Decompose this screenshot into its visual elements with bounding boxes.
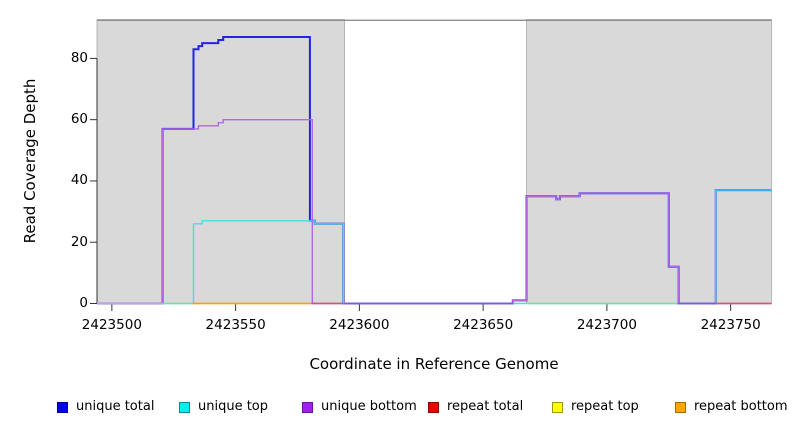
- legend-label: repeat top: [571, 399, 639, 414]
- legend-swatch-icon: [675, 402, 686, 413]
- coverage-region: [96, 19, 345, 304]
- x-axis-title: Coordinate in Reference Genome: [309, 355, 559, 373]
- legend-swatch-icon: [428, 402, 439, 413]
- legend-swatch-icon: [57, 402, 68, 413]
- legend-label: unique top: [198, 399, 269, 414]
- legend-label: repeat bottom: [694, 399, 788, 414]
- x-tick-label: 2423750: [700, 317, 761, 333]
- y-tick-label: 0: [79, 295, 88, 311]
- legend-swatch-icon: [552, 402, 563, 413]
- x-tick-label: 2423600: [329, 317, 390, 333]
- y-tick-label: 20: [70, 233, 88, 250]
- coverage-region: [526, 19, 772, 304]
- x-tick-label: 2423500: [81, 317, 142, 333]
- series-unique-bottom-line: [97, 118, 772, 305]
- legend-swatch-icon: [179, 402, 190, 413]
- y-axis-title: Read Coverage Depth: [21, 78, 39, 244]
- legend-label: unique total: [76, 399, 155, 414]
- legend: unique total unique top unique bottom repea…: [0, 398, 792, 422]
- x-tick-label: 2423550: [205, 317, 266, 333]
- legend-label: repeat total: [447, 399, 524, 414]
- x-tick-label: 2423650: [453, 317, 514, 333]
- y-tick-label: 80: [70, 49, 88, 66]
- x-tick-label: 2423700: [576, 317, 637, 333]
- y-tick-label: 60: [70, 111, 88, 128]
- legend-swatch-icon: [302, 402, 313, 413]
- series-unique-top-line: [97, 189, 772, 305]
- y-tick-label: 40: [70, 172, 88, 189]
- legend-label: unique bottom: [321, 399, 417, 414]
